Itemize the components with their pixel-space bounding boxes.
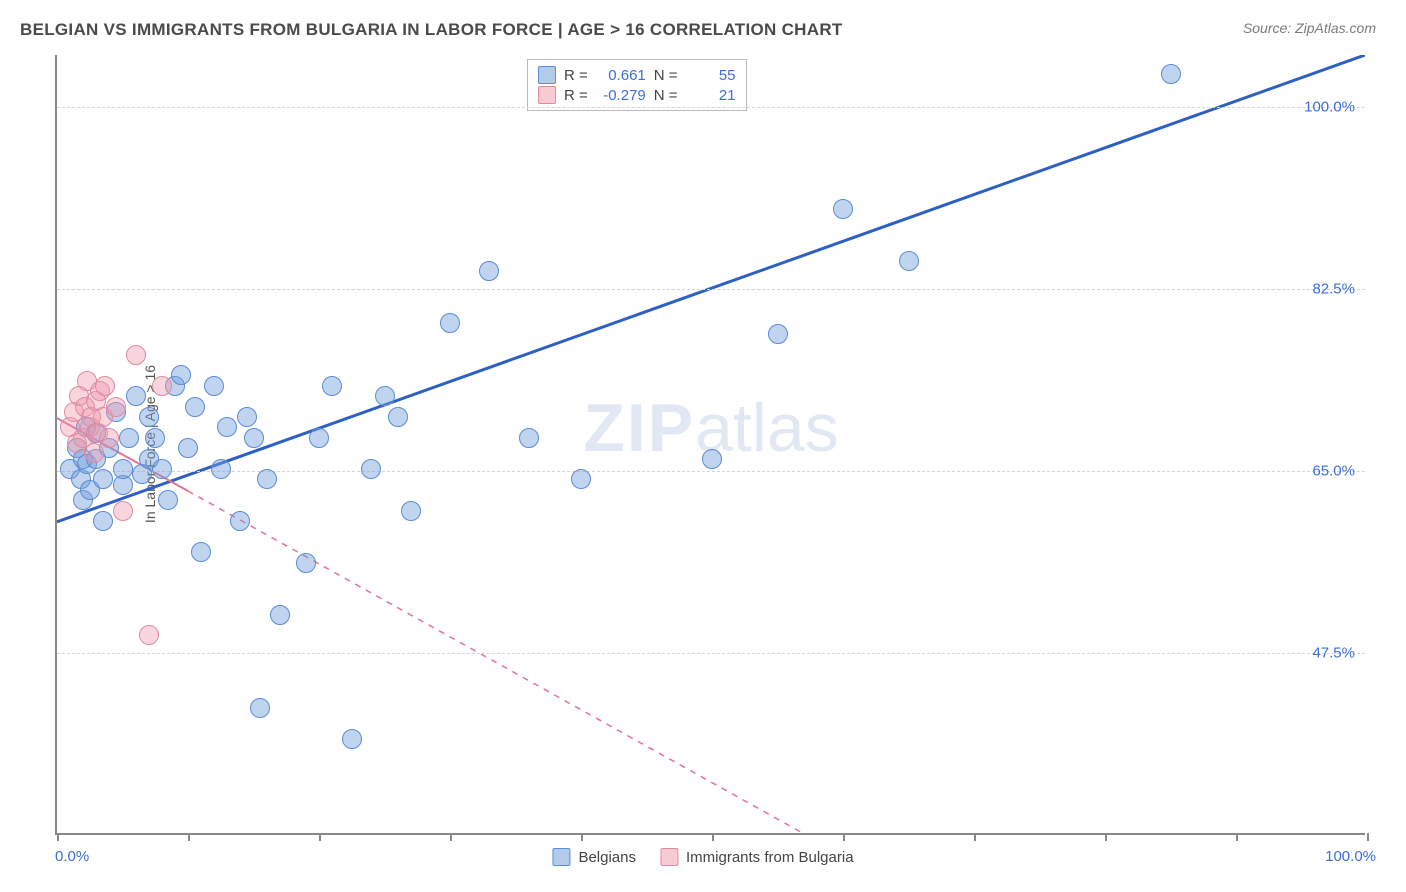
legend-item-belgians: Belgians (552, 848, 636, 866)
source-label: Source: ZipAtlas.com (1243, 20, 1376, 36)
data-point (106, 397, 126, 417)
x-tick (843, 833, 845, 841)
plot-area: In Labor Force | Age > 16 ZIPatlas R = 0… (55, 55, 1365, 835)
gridline (57, 471, 1365, 472)
data-point (99, 428, 119, 448)
data-point (375, 386, 395, 406)
x-tick (1367, 833, 1369, 841)
y-tick-label: 65.0% (1312, 463, 1355, 480)
x-tick (974, 833, 976, 841)
data-point (145, 428, 165, 448)
data-point (1161, 64, 1181, 84)
stats-row-belgians: R = 0.661 N = 55 (538, 66, 736, 84)
chart-container: BELGIAN VS IMMIGRANTS FROM BULGARIA IN L… (0, 0, 1406, 892)
data-point (440, 313, 460, 333)
x-tick (450, 833, 452, 841)
data-point (93, 511, 113, 531)
data-point (178, 438, 198, 458)
data-point (113, 459, 133, 479)
data-point (119, 428, 139, 448)
data-point (571, 469, 591, 489)
data-point (250, 698, 270, 718)
data-point (899, 251, 919, 271)
data-point (519, 428, 539, 448)
data-point (158, 490, 178, 510)
x-tick (57, 833, 59, 841)
data-point (388, 407, 408, 427)
data-point (113, 501, 133, 521)
data-point (230, 511, 250, 531)
data-point (270, 605, 290, 625)
y-tick-label: 82.5% (1312, 281, 1355, 298)
x-tick (188, 833, 190, 841)
data-point (296, 553, 316, 573)
data-point (401, 501, 421, 521)
swatch-blue-icon (552, 848, 570, 866)
data-point (95, 376, 115, 396)
bottom-legend: Belgians Immigrants from Bulgaria (552, 848, 853, 866)
legend-item-bulgarians: Immigrants from Bulgaria (660, 848, 854, 866)
data-point (211, 459, 231, 479)
data-point (204, 376, 224, 396)
x-tick (1236, 833, 1238, 841)
correlation-stats-box: R = 0.661 N = 55 R = -0.279 N = 21 (527, 59, 747, 111)
data-point (244, 428, 264, 448)
gridline (57, 653, 1365, 654)
data-point (257, 469, 277, 489)
swatch-pink-icon (538, 86, 556, 104)
x-axis-max-label: 100.0% (1325, 848, 1376, 865)
stats-row-bulgarians: R = -0.279 N = 21 (538, 86, 736, 104)
x-tick (319, 833, 321, 841)
data-point (152, 376, 172, 396)
data-point (237, 407, 257, 427)
swatch-pink-icon (660, 848, 678, 866)
data-point (171, 365, 191, 385)
x-tick (712, 833, 714, 841)
data-point (139, 407, 159, 427)
x-tick (1105, 833, 1107, 841)
data-point (309, 428, 329, 448)
swatch-blue-icon (538, 66, 556, 84)
data-point (479, 261, 499, 281)
data-point (185, 397, 205, 417)
data-point (217, 417, 237, 437)
data-point (191, 542, 211, 562)
y-tick-label: 47.5% (1312, 645, 1355, 662)
data-point (702, 449, 722, 469)
gridline (57, 107, 1365, 108)
y-tick-label: 100.0% (1304, 99, 1355, 116)
data-point (126, 345, 146, 365)
data-point (84, 443, 104, 463)
data-point (342, 729, 362, 749)
data-point (322, 376, 342, 396)
x-axis-min-label: 0.0% (55, 848, 89, 865)
data-point (768, 324, 788, 344)
gridline (57, 289, 1365, 290)
data-point (152, 459, 172, 479)
data-point (93, 469, 113, 489)
data-point (361, 459, 381, 479)
x-tick (581, 833, 583, 841)
chart-title: BELGIAN VS IMMIGRANTS FROM BULGARIA IN L… (20, 20, 843, 40)
data-point (126, 386, 146, 406)
data-point (833, 199, 853, 219)
data-point (139, 625, 159, 645)
